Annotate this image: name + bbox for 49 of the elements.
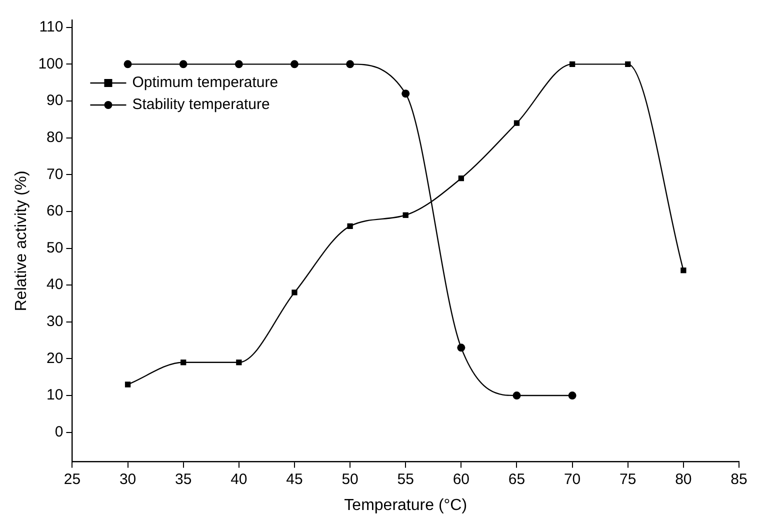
point [180, 360, 186, 366]
y-tick-label: 80 [46, 128, 64, 146]
point [402, 90, 410, 98]
point [290, 60, 298, 68]
point [236, 360, 242, 366]
x-tick-label: 70 [564, 470, 581, 488]
y-tick-label: 100 [38, 55, 64, 72]
y-tick-label: 40 [46, 276, 64, 294]
x-tick-label: 65 [508, 470, 526, 488]
y-tick-label: 0 [54, 423, 64, 440]
point [625, 61, 631, 68]
x-tick-label: 35 [175, 470, 192, 488]
point [512, 392, 521, 400]
x-tick-label: 30 [119, 470, 136, 488]
y-tick-label: 90 [46, 92, 64, 110]
point [346, 60, 354, 68]
y-tick-label: 20 [46, 350, 64, 367]
x-axis-title: Temperature (°C) [344, 496, 468, 514]
point [402, 212, 408, 218]
y-tick-label: 10 [46, 386, 64, 404]
x-tick-label: 80 [675, 470, 692, 488]
x-tick-label: 45 [286, 470, 303, 488]
point [292, 290, 298, 296]
x-tick-label: 25 [64, 470, 81, 488]
point [347, 223, 353, 229]
point [234, 60, 243, 68]
x-tick-label: 40 [230, 470, 248, 488]
point [680, 268, 686, 274]
x-tick-label: 85 [730, 470, 748, 488]
x-tick-label: 75 [620, 470, 636, 488]
point [124, 382, 131, 388]
point [514, 120, 520, 126]
x-tick-label: 60 [452, 470, 470, 488]
legend-label: Optimum temperature [132, 74, 278, 92]
point [569, 61, 576, 68]
y-tick-label: 50 [46, 239, 64, 256]
y-tick-label: 110 [39, 18, 64, 36]
point [458, 175, 464, 182]
point [457, 344, 466, 352]
y-tick-label: 30 [46, 313, 64, 330]
x-tick-label: 50 [342, 470, 358, 488]
x-tick-label: 55 [397, 470, 414, 488]
point [124, 60, 132, 68]
point [179, 60, 188, 68]
y-tick-label: 70 [46, 166, 64, 183]
point [568, 392, 576, 400]
y-tick-label: 60 [46, 202, 64, 220]
legend-label: Stability temperature [132, 96, 270, 114]
y-axis-title: Relative activity (%) [13, 170, 30, 312]
